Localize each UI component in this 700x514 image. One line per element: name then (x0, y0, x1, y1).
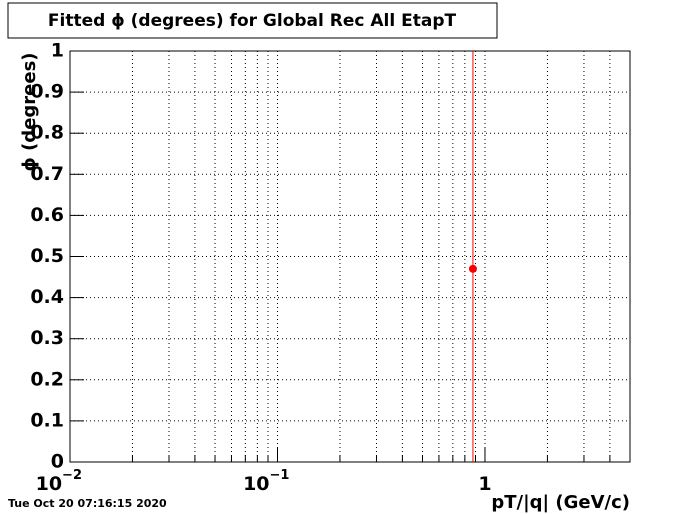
x-tick-label: 10−1 (243, 468, 289, 495)
y-tick-label: 0.7 (30, 163, 64, 185)
x-tick-base: 1 (478, 473, 491, 495)
y-tick-label: 1 (51, 40, 64, 62)
title-box (7, 2, 498, 39)
x-tick-exponent: −1 (270, 468, 290, 483)
x-axis-label: pT/|q| (GeV/c) (491, 492, 630, 513)
y-tick-label: 0.5 (30, 245, 64, 267)
x-tick-label: 10−2 (36, 468, 82, 495)
data-point (468, 264, 477, 273)
y-tick-label: 0.4 (30, 286, 64, 308)
y-tick-label: 0.2 (30, 368, 64, 390)
y-tick-label: 0.8 (30, 122, 64, 144)
x-tick-exponent: −2 (62, 468, 82, 483)
y-tick-label: 0.3 (30, 327, 64, 349)
y-tick-label: 0.1 (30, 409, 64, 431)
x-tick-label: 1 (478, 473, 491, 495)
x-tick-base: 10 (36, 473, 62, 495)
chart-title: Fitted ϕ (degrees) for Global Rec All Et… (48, 11, 457, 31)
y-tick-label: 0.9 (30, 81, 64, 103)
y-tick-label: 0.6 (30, 204, 64, 226)
x-tick-base: 10 (243, 473, 269, 495)
y-axis-label: ϕ (degrees) (19, 52, 40, 171)
timestamp: Tue Oct 20 07:16:15 2020 (8, 497, 167, 510)
y-tick-label: 0 (51, 451, 64, 473)
